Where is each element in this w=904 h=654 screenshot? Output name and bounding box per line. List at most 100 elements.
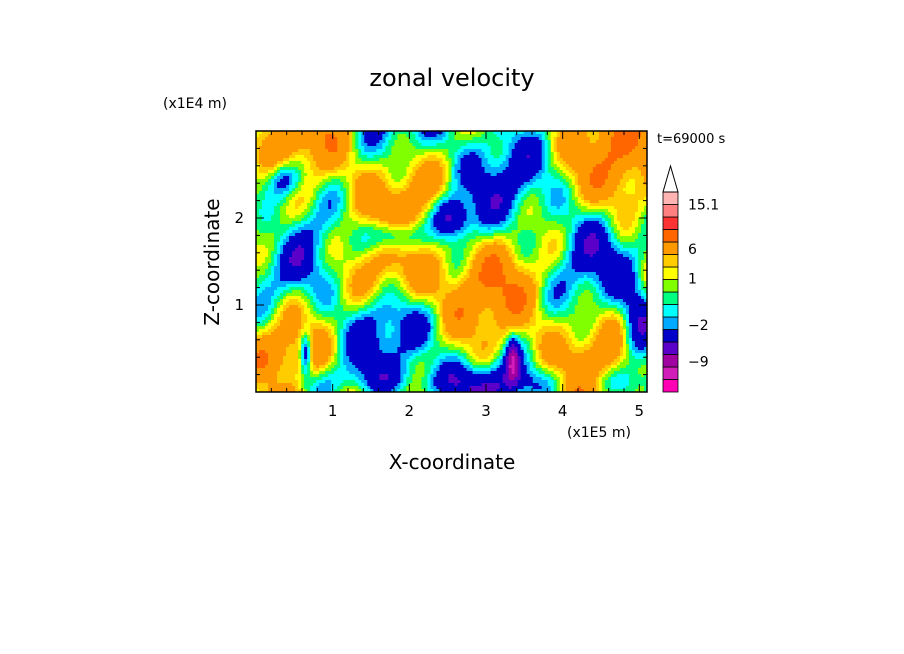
field-cell <box>631 140 636 144</box>
field-cell <box>490 233 495 237</box>
field-cell <box>442 134 447 138</box>
field-cell <box>514 200 519 204</box>
field-cell <box>259 131 263 135</box>
field-cell <box>328 173 332 177</box>
field-cell <box>409 152 413 156</box>
field-cell <box>403 218 407 222</box>
field-cell <box>286 164 290 168</box>
field-cell <box>256 236 260 240</box>
field-cell <box>589 194 594 198</box>
field-cell <box>286 152 290 156</box>
field-cell <box>547 134 552 138</box>
field-cell <box>310 137 314 141</box>
field-cell <box>532 170 537 174</box>
field-cell <box>298 134 302 138</box>
field-cell <box>562 215 567 219</box>
field-cell <box>475 161 480 165</box>
field-cell <box>325 143 329 147</box>
field-cell <box>478 230 483 234</box>
field-cell <box>622 140 627 144</box>
field-cell <box>625 140 630 144</box>
field-cell <box>316 173 320 177</box>
field-cell <box>349 185 353 189</box>
field-cell <box>388 149 392 153</box>
field-cell <box>499 170 504 174</box>
field-cell <box>523 209 528 213</box>
field-cell <box>553 137 558 141</box>
field-cell <box>484 224 489 228</box>
field-cell <box>256 206 260 210</box>
field-cell <box>445 146 450 150</box>
field-cell <box>268 134 272 138</box>
field-cell <box>292 149 296 153</box>
field-cell <box>262 200 266 204</box>
field-cell <box>277 230 281 234</box>
field-cell <box>493 194 498 198</box>
field-cell <box>328 134 332 138</box>
field-cell <box>277 200 281 204</box>
field-cell <box>355 194 359 198</box>
field-cell <box>337 161 341 165</box>
field-cell <box>556 203 561 207</box>
field-cell <box>370 152 374 156</box>
field-cell <box>301 158 305 162</box>
field-cell <box>466 218 471 222</box>
field-cell <box>631 137 636 141</box>
field-cell <box>334 158 338 162</box>
field-cell <box>544 236 549 240</box>
field-cell <box>589 170 594 174</box>
field-cell <box>373 203 377 207</box>
field-cell <box>379 140 383 144</box>
field-cell <box>286 218 290 222</box>
field-cell <box>265 176 269 180</box>
field-cell <box>571 185 576 189</box>
field-cell <box>577 146 582 150</box>
field-cell <box>475 164 480 168</box>
field-cell <box>304 227 308 231</box>
field-cell <box>634 233 639 237</box>
field-cell <box>418 152 423 156</box>
field-cell <box>628 203 633 207</box>
field-cell <box>280 149 284 153</box>
field-cell <box>475 194 480 198</box>
field-cell <box>343 191 347 195</box>
field-cell <box>610 242 615 246</box>
field-cell <box>580 182 585 186</box>
field-cell <box>502 221 507 225</box>
field-cell <box>262 140 266 144</box>
field-cell <box>457 152 462 156</box>
field-cell <box>355 137 359 141</box>
field-cell <box>277 140 281 144</box>
field-cell <box>622 179 627 183</box>
field-cell <box>610 224 615 228</box>
field-cell <box>364 197 368 201</box>
field-cell <box>547 224 552 228</box>
field-cell <box>457 158 462 162</box>
field-cell <box>340 185 344 189</box>
field-cell <box>316 152 320 156</box>
field-cell <box>490 179 495 183</box>
field-cell <box>358 167 362 171</box>
field-cell <box>292 173 296 177</box>
field-cell <box>379 143 383 147</box>
field-cell <box>301 230 305 234</box>
field-cell <box>292 131 296 135</box>
field-cell <box>412 245 417 249</box>
field-cell <box>358 188 362 192</box>
field-cell <box>514 209 519 213</box>
field-cell <box>406 179 410 183</box>
field-cell <box>295 218 299 222</box>
field-cell <box>313 134 317 138</box>
field-cell <box>283 137 287 141</box>
field-cell <box>262 179 266 183</box>
field-cell <box>373 176 377 180</box>
field-cell <box>619 224 624 228</box>
field-cell <box>382 134 386 138</box>
field-cell <box>577 182 582 186</box>
field-cell <box>535 242 540 246</box>
field-cell <box>520 155 525 159</box>
field-cell <box>559 185 564 189</box>
field-cell <box>610 188 615 192</box>
field-cell <box>376 221 380 225</box>
field-cell <box>454 182 459 186</box>
